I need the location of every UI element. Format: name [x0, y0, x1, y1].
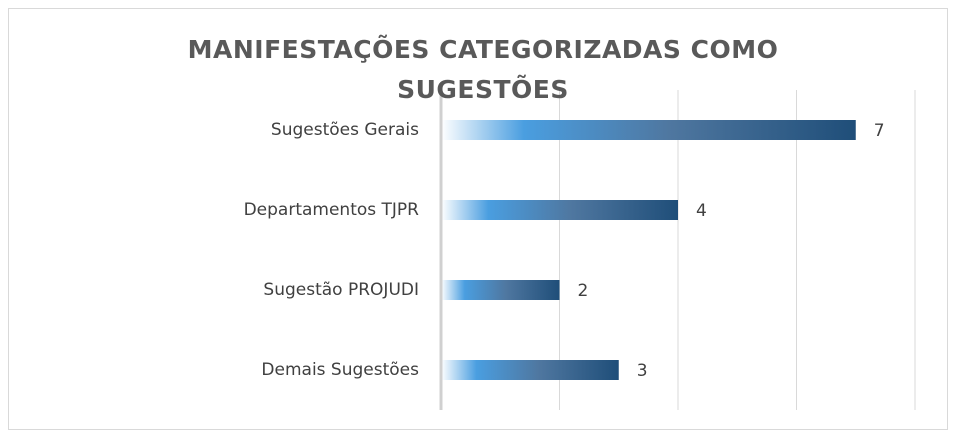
- bar: [441, 120, 856, 140]
- y-tick-label: Demais Sugestões: [261, 360, 419, 380]
- data-label: 4: [696, 201, 707, 221]
- bar: [441, 200, 678, 220]
- data-label: 3: [637, 361, 648, 381]
- y-tick-label: Departamentos TJPR: [244, 200, 420, 220]
- y-tick-label: Sugestões Gerais: [271, 120, 419, 140]
- data-label: 2: [578, 281, 589, 301]
- bar: [441, 280, 560, 300]
- chart-title: MANIFESTAÇÕES CATEGORIZADAS COMO SUGESTÕ…: [187, 35, 779, 104]
- y-tick-label: Sugestão PROJUDI: [263, 280, 419, 300]
- chart-border: [8, 8, 948, 430]
- bar: [441, 360, 619, 380]
- data-label: 7: [874, 121, 885, 141]
